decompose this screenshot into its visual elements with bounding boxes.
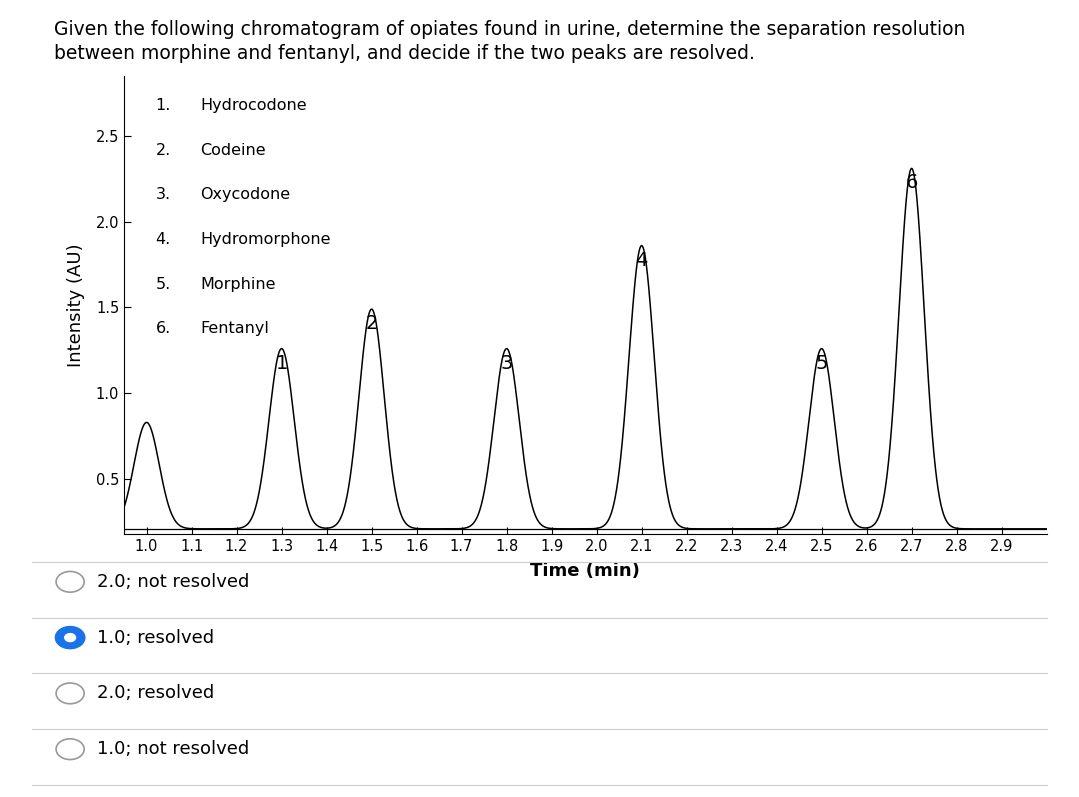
Text: 5.: 5. — [155, 277, 170, 292]
Text: 2: 2 — [366, 314, 378, 333]
Text: 2.: 2. — [155, 143, 170, 158]
Text: 6.: 6. — [155, 321, 170, 336]
Text: Morphine: Morphine — [201, 277, 276, 292]
Text: between morphine and fentanyl, and decide if the two peaks are resolved.: between morphine and fentanyl, and decid… — [54, 44, 755, 63]
Text: Hydrocodone: Hydrocodone — [201, 98, 308, 113]
Text: 1.0; not resolved: 1.0; not resolved — [97, 740, 249, 758]
Text: Oxycodone: Oxycodone — [201, 187, 290, 202]
Y-axis label: Intensity (AU): Intensity (AU) — [67, 243, 84, 367]
Text: 4.: 4. — [155, 232, 170, 247]
X-axis label: Time (min): Time (min) — [531, 562, 640, 580]
Text: 1.0; resolved: 1.0; resolved — [97, 629, 215, 646]
Text: 2.0; resolved: 2.0; resolved — [97, 685, 215, 702]
Text: Fentanyl: Fentanyl — [201, 321, 270, 336]
Text: 3.: 3. — [155, 187, 170, 202]
Text: 5: 5 — [816, 354, 828, 373]
Text: 4: 4 — [636, 251, 647, 269]
Text: Codeine: Codeine — [201, 143, 267, 158]
Text: 1: 1 — [275, 354, 288, 373]
Text: 1.: 1. — [155, 98, 170, 113]
Text: Given the following chromatogram of opiates found in urine, determine the separa: Given the following chromatogram of opia… — [54, 20, 966, 39]
Text: 6: 6 — [905, 174, 918, 192]
Text: 2.0; not resolved: 2.0; not resolved — [97, 573, 249, 591]
Text: 3: 3 — [501, 354, 513, 373]
Text: Hydromorphone: Hydromorphone — [201, 232, 331, 247]
